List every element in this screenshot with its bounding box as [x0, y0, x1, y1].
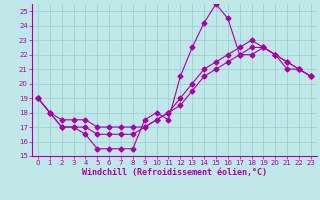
X-axis label: Windchill (Refroidissement éolien,°C): Windchill (Refroidissement éolien,°C)	[82, 168, 267, 177]
